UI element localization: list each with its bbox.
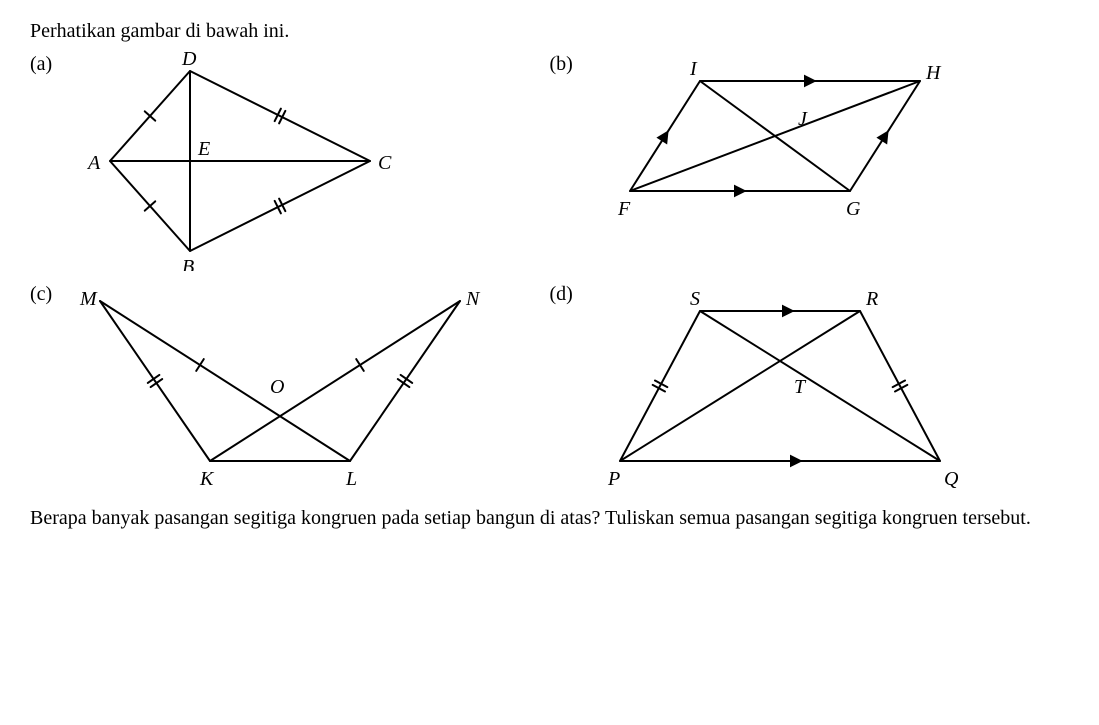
svg-figure-c: M N K L O bbox=[70, 281, 490, 491]
row-2: (c) M N K L O (d) P Q R S T bbox=[30, 281, 1069, 491]
svg-text:D: D bbox=[181, 51, 197, 70]
part-label-c: (c) bbox=[30, 281, 70, 306]
svg-text:M: M bbox=[79, 288, 98, 310]
svg-text:T: T bbox=[794, 376, 807, 398]
svg-text:N: N bbox=[465, 288, 481, 310]
cell-b: (b) F G H I J bbox=[550, 51, 1070, 271]
question-text: Berapa banyak pasangan segitiga kongruen… bbox=[30, 505, 1069, 532]
svg-text:F: F bbox=[617, 198, 631, 220]
part-label-b: (b) bbox=[550, 51, 590, 76]
cell-c: (c) M N K L O bbox=[30, 281, 550, 491]
svg-text:P: P bbox=[607, 468, 620, 490]
intro-text: Perhatikan gambar di bawah ini. bbox=[30, 20, 1069, 43]
svg-text:E: E bbox=[197, 138, 210, 160]
svg-text:G: G bbox=[846, 198, 861, 220]
figure-a: A B C D E bbox=[70, 51, 550, 271]
svg-text:S: S bbox=[690, 288, 700, 310]
svg-text:R: R bbox=[865, 288, 878, 310]
svg-text:K: K bbox=[199, 468, 215, 490]
figure-d: P Q R S T bbox=[590, 281, 1070, 491]
figure-b: F G H I J bbox=[590, 51, 1070, 231]
svg-text:I: I bbox=[689, 58, 698, 80]
row-1: (a) A B C D E (b) F G H I J bbox=[30, 51, 1069, 271]
svg-text:H: H bbox=[925, 62, 942, 84]
figure-c: M N K L O bbox=[70, 281, 550, 491]
svg-figure-a: A B C D E bbox=[70, 51, 410, 271]
svg-figure-d: P Q R S T bbox=[590, 281, 970, 491]
svg-text:C: C bbox=[378, 152, 392, 174]
cell-d: (d) P Q R S T bbox=[550, 281, 1070, 491]
svg-text:A: A bbox=[86, 152, 101, 174]
svg-figure-b: F G H I J bbox=[590, 51, 970, 231]
svg-text:L: L bbox=[345, 468, 357, 490]
svg-text:O: O bbox=[270, 376, 284, 398]
part-label-a: (a) bbox=[30, 51, 70, 76]
svg-text:J: J bbox=[798, 108, 808, 130]
cell-a: (a) A B C D E bbox=[30, 51, 550, 271]
svg-text:Q: Q bbox=[944, 468, 959, 490]
svg-text:B: B bbox=[182, 256, 194, 271]
part-label-d: (d) bbox=[550, 281, 590, 306]
